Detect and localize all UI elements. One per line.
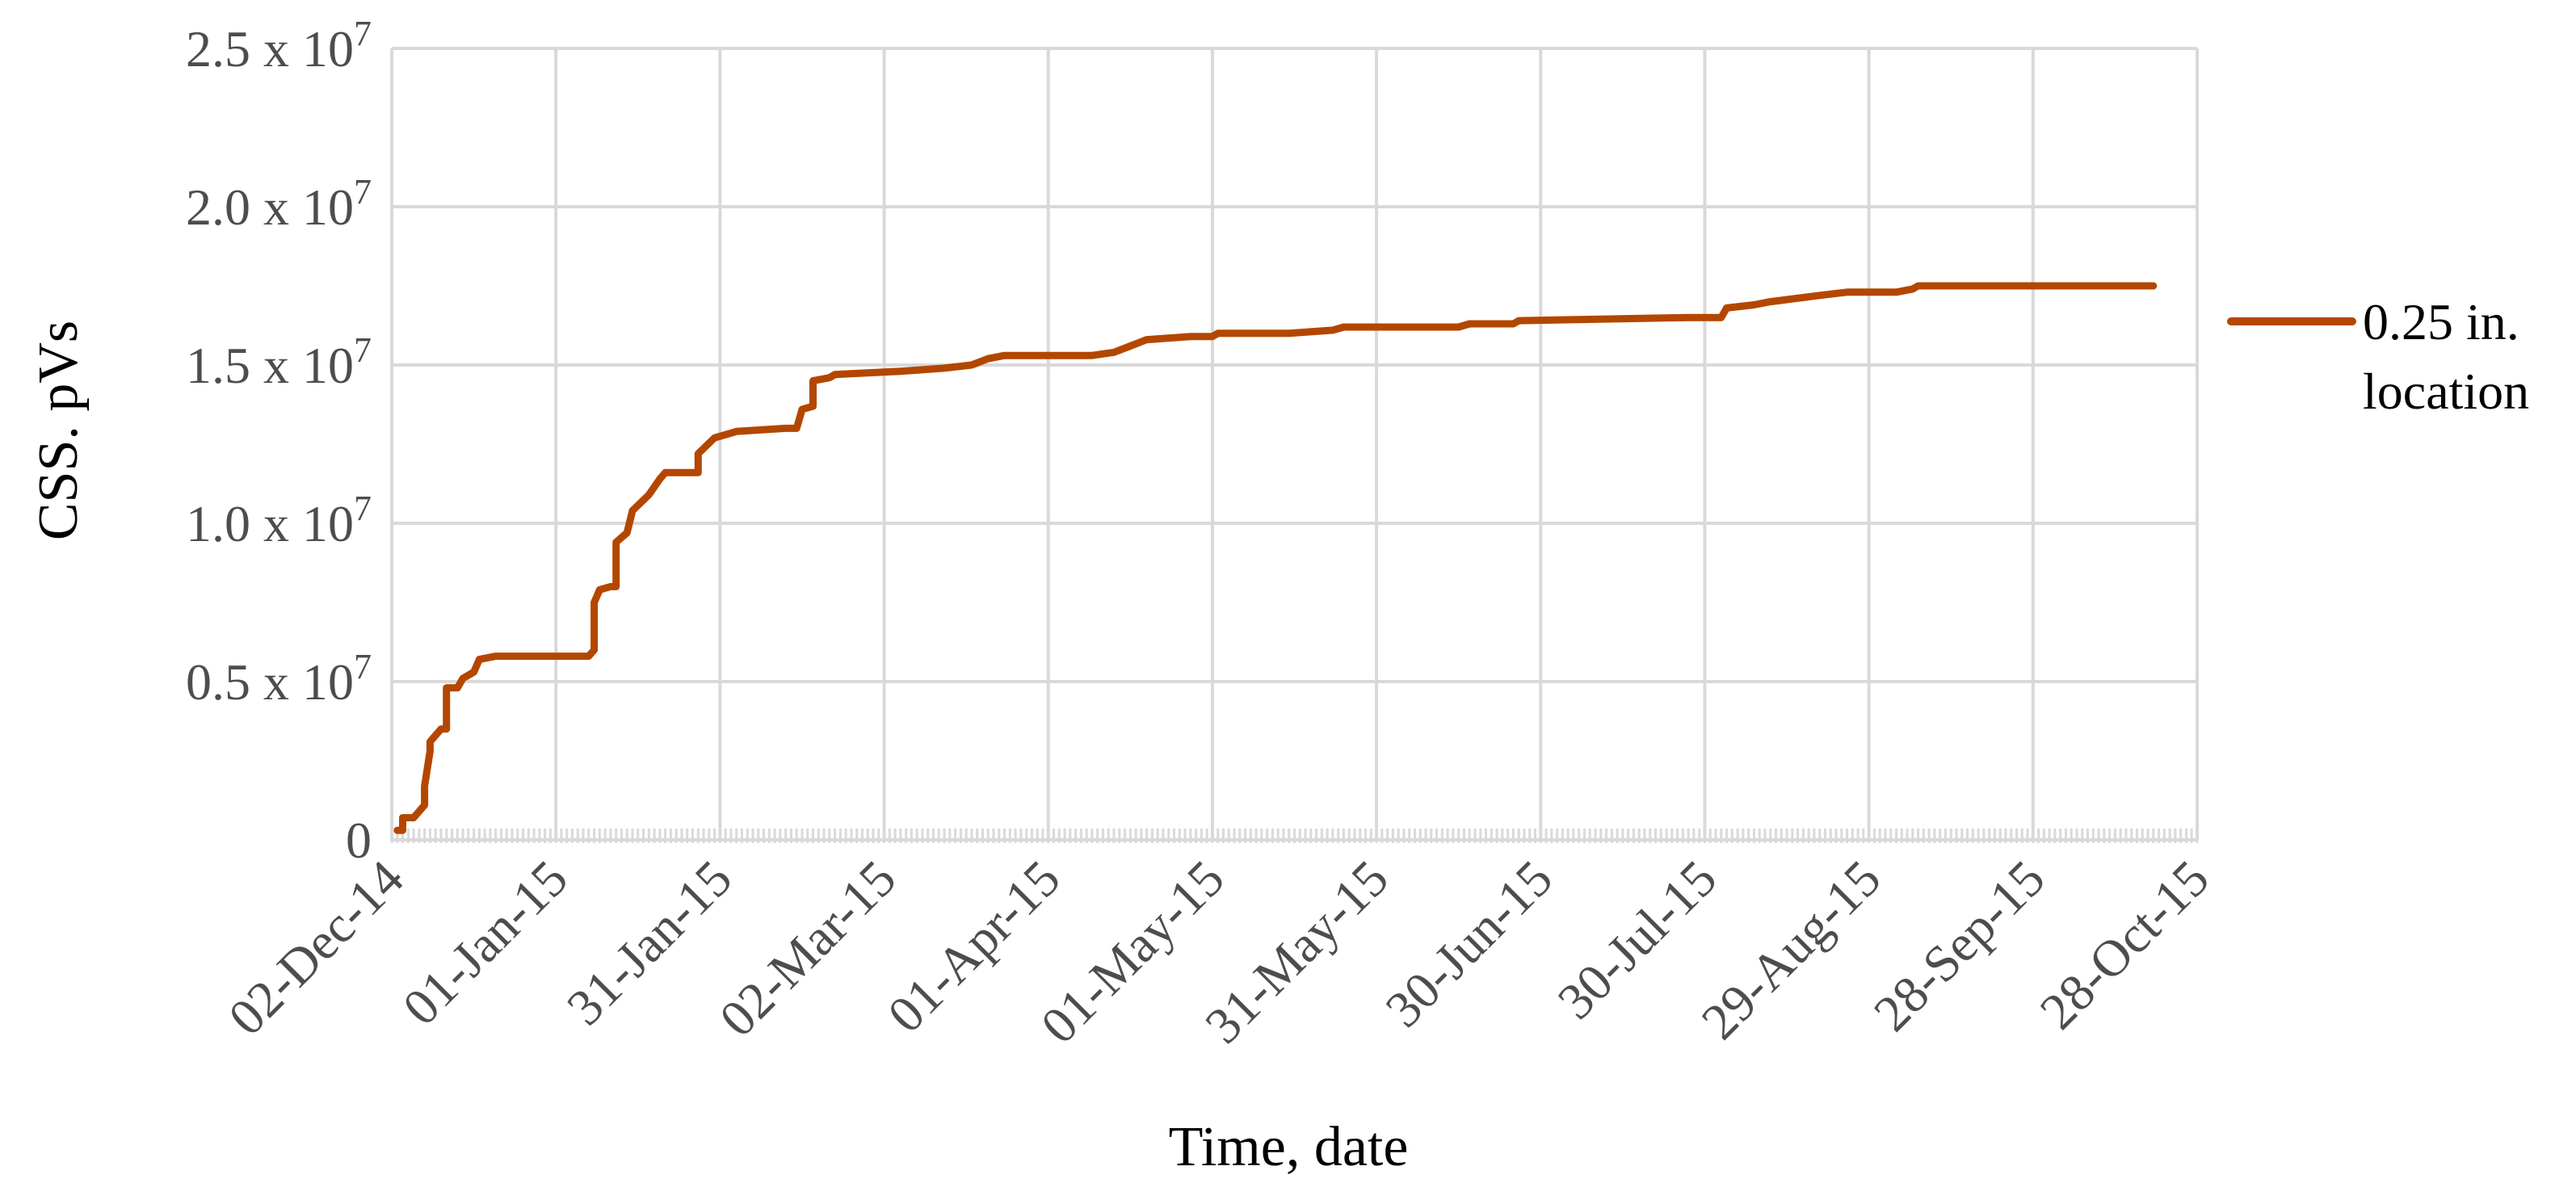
gridlines xyxy=(392,47,2199,840)
x-tick-label: 28-Oct-15 xyxy=(2029,850,2220,1040)
y-tick-label: 0.5 x 107 xyxy=(186,647,372,711)
legend: 0.25 in. location xyxy=(2227,293,2529,420)
axes xyxy=(390,48,2199,843)
y-tick-label: 2.0 x 107 xyxy=(186,172,372,236)
y-axis-title: CSS. pVs xyxy=(27,321,90,540)
x-tick-label: 29-Aug-15 xyxy=(1691,850,1892,1051)
y-tick-label: 1.0 x 107 xyxy=(186,489,372,552)
x-axis-title: Time, date xyxy=(1169,1116,1409,1178)
x-tick-label: 28-Sep-15 xyxy=(1863,850,2056,1043)
y-tick-label: 1.5 x 107 xyxy=(186,330,372,394)
x-tick-label: 30-Jun-15 xyxy=(1374,850,1563,1038)
x-tick-label: 02-Mar-15 xyxy=(708,850,906,1047)
series-line xyxy=(393,282,2158,834)
series-layer xyxy=(393,282,2158,834)
y-tick-label: 2.5 x 107 xyxy=(186,14,372,78)
x-tick-label: 01-Jan-15 xyxy=(392,850,578,1036)
y-tick-label: 0 xyxy=(346,812,372,869)
y-tick-labels: 0 0.5 x 107 1.0 x 107 1.5 x 107 2.0 x 107 2.5… xyxy=(186,14,372,869)
legend-label: 0.25 in. location xyxy=(2363,293,2529,420)
x-tick-labels: 02-Dec-1401-Jan-1531-Jan-1502-Mar-1501-A… xyxy=(217,850,2220,1055)
x-tick-label: 02-Dec-14 xyxy=(217,850,414,1047)
